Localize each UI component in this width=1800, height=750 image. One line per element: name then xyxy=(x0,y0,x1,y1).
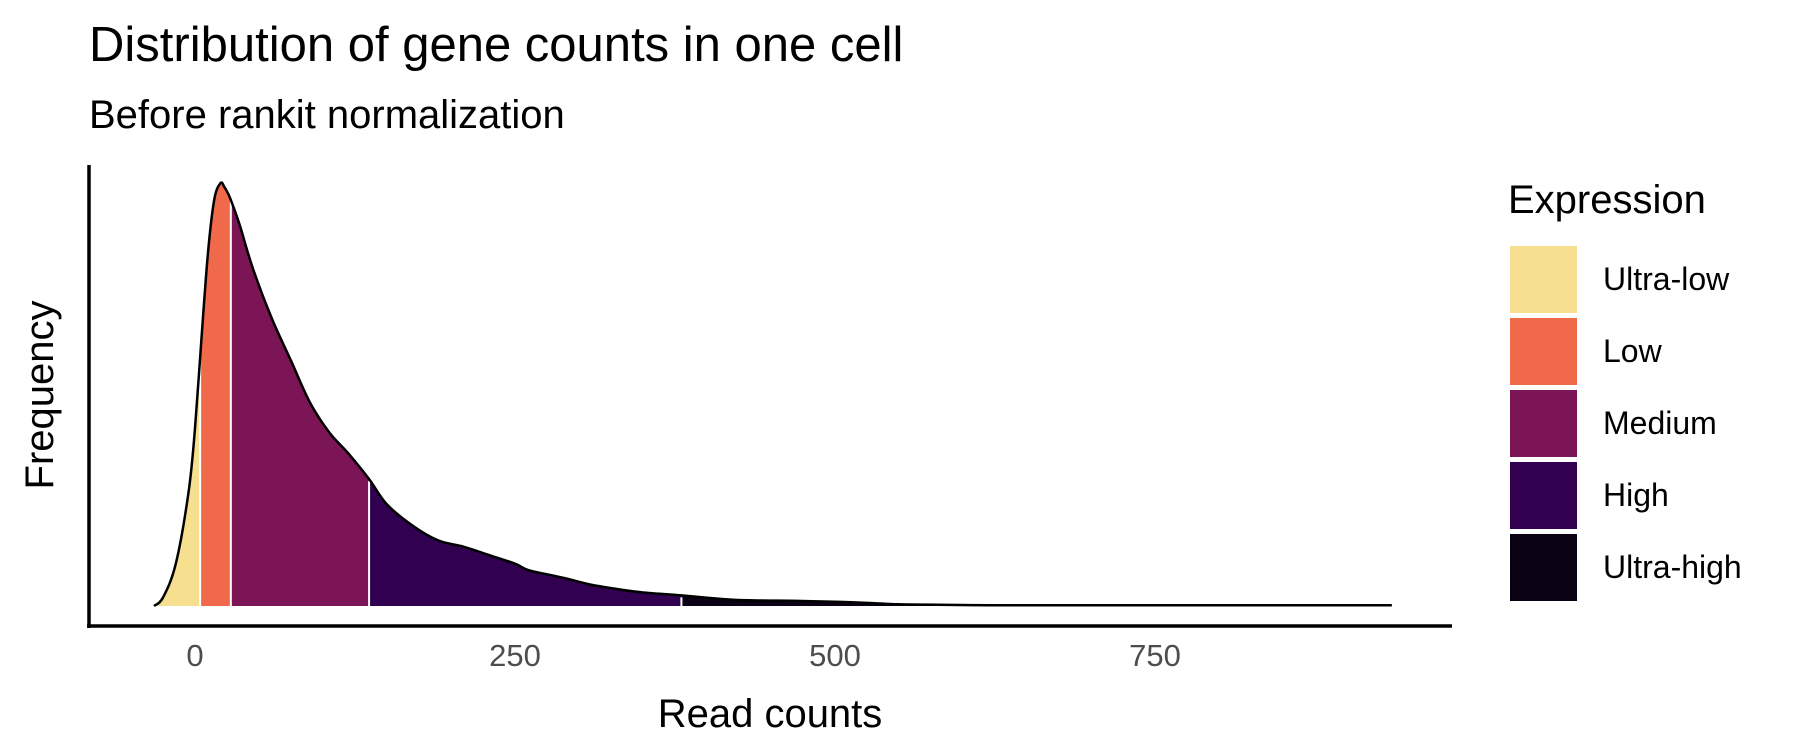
legend-swatch xyxy=(1510,533,1577,601)
legend-swatch xyxy=(1510,461,1577,529)
chart-subtitle: Before rankit normalization xyxy=(89,93,565,137)
density-segment-high xyxy=(369,479,682,606)
legend-label: Ultra-high xyxy=(1603,548,1742,585)
y-axis-title: Frequency xyxy=(18,301,62,490)
x-axis-title: Read counts xyxy=(658,692,883,736)
x-tick-layer: 0 250 500 750 xyxy=(186,638,1180,673)
legend-swatch xyxy=(1510,245,1577,313)
legend-swatch xyxy=(1510,389,1577,457)
legend-swatch xyxy=(1510,317,1577,385)
density-segment-ultra-low xyxy=(154,357,201,606)
density-area-layer xyxy=(154,182,1392,606)
density-segment-low xyxy=(200,182,231,606)
legend-item-ultra-high: Ultra-high xyxy=(1505,531,1742,603)
legend-label: Low xyxy=(1603,332,1662,369)
legend-title: Expression xyxy=(1508,178,1706,222)
legend-item-low: Low xyxy=(1505,315,1742,387)
chart-title: Distribution of gene counts in one cell xyxy=(89,18,904,72)
legend-label: High xyxy=(1603,476,1669,513)
legend-item-high: High xyxy=(1505,459,1742,531)
legend-item-ultra-low: Ultra-low xyxy=(1505,243,1742,315)
legend-label: Ultra-low xyxy=(1603,260,1730,297)
density-curve xyxy=(153,181,1392,608)
legend-item-medium: Medium xyxy=(1505,387,1742,459)
density-segment-medium xyxy=(230,199,370,606)
x-tick-label: 0 xyxy=(186,638,203,673)
legend-items: Ultra-low Low Medium High Ultra-high xyxy=(1505,243,1742,603)
legend: Expression Ultra-low Low Medium High Ultra-h… xyxy=(1505,175,1742,603)
x-tick-label: 500 xyxy=(809,638,861,673)
legend-label: Medium xyxy=(1603,404,1717,441)
x-tick-label: 250 xyxy=(489,638,541,673)
x-tick-label: 750 xyxy=(1129,638,1181,673)
